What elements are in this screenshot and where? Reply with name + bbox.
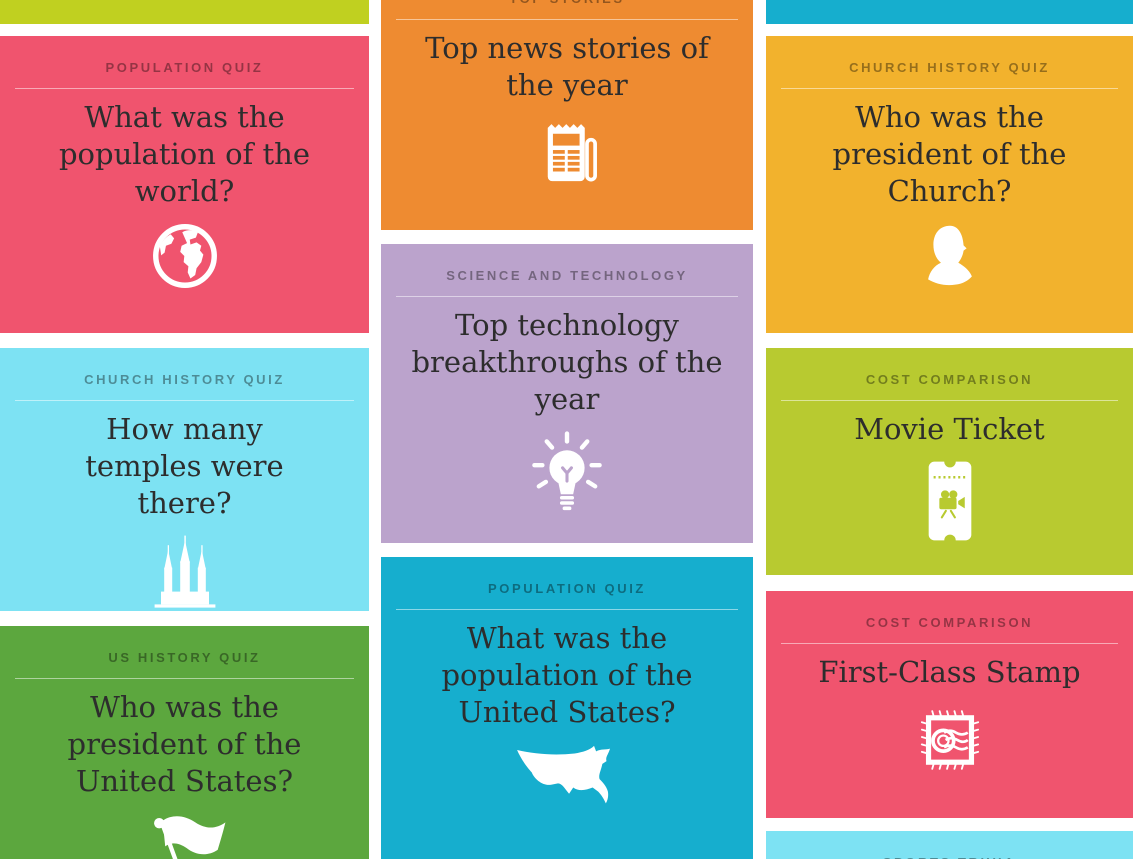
card-sports-trivia[interactable]: SPORTS TRIVIA (766, 831, 1133, 859)
card-title: How many temples were there? (85, 412, 284, 520)
card-temples[interactable]: CHURCH HISTORY QUIZ How many temples wer… (0, 348, 369, 611)
card-category: TOP STORIES (509, 0, 624, 7)
card-title: What was the population of the United St… (441, 621, 693, 729)
card-title: Top news stories of the year (425, 31, 709, 102)
card-title: Who was the president of the Church? (832, 100, 1067, 208)
divider (781, 643, 1118, 644)
person-icon (912, 222, 988, 302)
card-partial-top-left[interactable] (0, 0, 369, 24)
card-category: COST COMPARISON (865, 615, 1034, 630)
card-category: SPORTS TRIVIA (883, 855, 1016, 859)
card-category: POPULATION QUIZ (488, 581, 646, 596)
lightbulb-icon (523, 430, 611, 518)
divider (15, 400, 354, 401)
newspaper-icon (530, 116, 604, 190)
divider (396, 609, 738, 610)
card-category: POPULATION QUIZ (105, 60, 264, 75)
divider (396, 19, 738, 20)
card-top-stories[interactable]: TOP STORIES Top news stories of the year (381, 0, 753, 230)
card-partial-top-right[interactable] (766, 0, 1133, 24)
card-title: What was the population of the world? (58, 100, 311, 208)
card-us-president[interactable]: US HISTORY QUIZ Who was the president of… (0, 626, 369, 859)
temple-icon (145, 534, 225, 614)
card-title: Who was the president of the United Stat… (67, 690, 302, 798)
card-category: COST COMPARISON (865, 372, 1034, 387)
usa-map-icon (515, 743, 619, 807)
stamp-icon (913, 703, 987, 777)
card-tech-breakthroughs[interactable]: SCIENCE AND TECHNOLOGY Top technology br… (381, 244, 753, 543)
divider (781, 88, 1118, 89)
card-title: Movie Ticket (854, 412, 1045, 446)
card-category: CHURCH HISTORY QUIZ (84, 372, 285, 387)
globe-icon (151, 222, 219, 290)
card-category: US HISTORY QUIZ (108, 650, 261, 665)
divider (15, 88, 354, 89)
card-first-class-stamp[interactable]: COST COMPARISON First-Class Stamp (766, 591, 1133, 818)
divider (781, 400, 1118, 401)
card-category: SCIENCE AND TECHNOLOGY (446, 268, 688, 283)
card-church-president[interactable]: CHURCH HISTORY QUIZ Who was the presiden… (766, 36, 1133, 333)
card-title: Top technology breakthroughs of the year (411, 308, 723, 416)
card-population-us[interactable]: POPULATION QUIZ What was the population … (381, 557, 753, 859)
ticket-icon (925, 460, 975, 542)
divider (15, 678, 354, 679)
card-population-world[interactable]: POPULATION QUIZ What was the population … (0, 36, 369, 333)
divider (396, 296, 738, 297)
flag-icon (142, 812, 228, 859)
card-category: CHURCH HISTORY QUIZ (849, 60, 1050, 75)
card-title: First-Class Stamp (818, 655, 1081, 689)
card-movie-ticket[interactable]: COST COMPARISON Movie Ticket (766, 348, 1133, 575)
